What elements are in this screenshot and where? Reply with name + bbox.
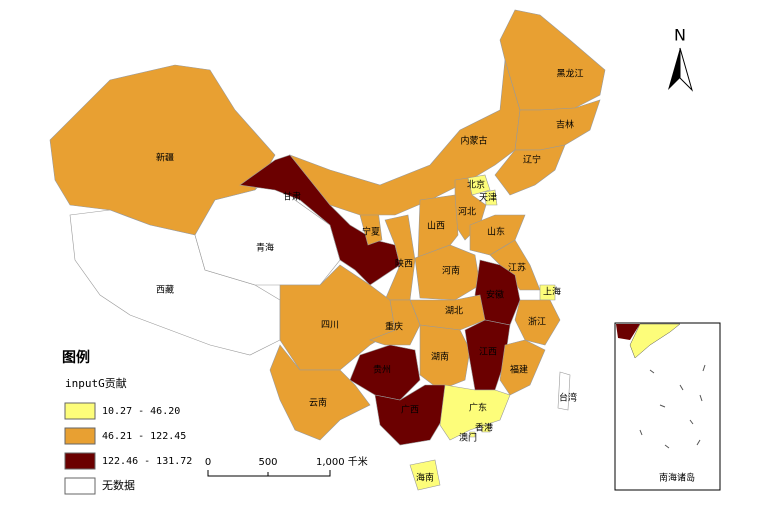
region <box>464 319 511 391</box>
region-label: 香港 <box>475 422 493 434</box>
scale-tick: 500 <box>258 457 277 468</box>
region-label: 江西 <box>479 347 497 358</box>
north-arrow <box>679 47 694 92</box>
region-label: 青海 <box>256 242 274 254</box>
legend: 10.27 - 46.20 46.21 - 122.45 122.46 - 131.… <box>64 402 192 495</box>
region <box>494 144 566 196</box>
region-label: 海南 <box>416 472 434 484</box>
region-label: 西藏 <box>156 284 174 296</box>
region-label: 云南 <box>309 397 327 409</box>
legend-swatch <box>64 402 96 420</box>
region-label: 台湾 <box>559 392 577 404</box>
inset-frame <box>614 322 721 491</box>
region-label: 澳门 <box>459 432 477 444</box>
region-label: 重庆 <box>385 321 403 333</box>
inset-land <box>616 324 640 340</box>
region-label: 广东 <box>469 402 487 414</box>
legend-swatch <box>64 477 96 495</box>
region-label: 河北 <box>458 206 476 218</box>
region <box>409 459 441 491</box>
region-label: 贵州 <box>373 364 391 376</box>
region-label: 吉林 <box>556 119 574 131</box>
region <box>481 424 491 433</box>
region-label: 天津 <box>479 193 497 204</box>
region <box>419 324 471 391</box>
legend-title: 图例 <box>62 349 90 366</box>
legend-label: 122.46 - 131.72 <box>102 456 192 467</box>
region-label: 甘肃 <box>283 191 301 203</box>
inset-title: 南海诸岛 <box>659 472 695 484</box>
region-label: 辽宁 <box>523 154 541 166</box>
scale-bar <box>207 470 331 477</box>
region-label: 江苏 <box>508 262 526 274</box>
region-label: 广西 <box>401 404 419 416</box>
scale-tick: 1,000 千米 <box>316 455 368 468</box>
region-label: 山东 <box>487 226 505 238</box>
region-label: 山西 <box>427 221 445 232</box>
legend-field: inputG贡献 <box>65 376 127 390</box>
region-label: 四川 <box>321 321 339 331</box>
region <box>514 299 561 346</box>
region-label: 内蒙古 <box>460 135 487 147</box>
inset-land <box>629 323 681 359</box>
region-label: 宁夏 <box>362 226 380 238</box>
scale-line <box>207 470 331 477</box>
region-label: 福建 <box>510 364 528 376</box>
legend-swatch <box>64 452 96 470</box>
region <box>484 189 498 206</box>
region <box>499 9 606 111</box>
region-label: 北京 <box>467 179 485 191</box>
region-label: 湖北 <box>445 306 463 317</box>
region <box>469 431 476 438</box>
legend-label: 10.27 - 46.20 <box>102 406 180 417</box>
region <box>499 339 546 396</box>
legend-label: 无数据 <box>102 478 135 492</box>
north-label: N <box>674 26 686 45</box>
region-label: 黑龙江 <box>556 68 583 80</box>
legend-label: 46.21 - 122.45 <box>102 431 186 442</box>
legend-swatch <box>64 427 96 445</box>
region-label: 安徽 <box>486 289 504 301</box>
region <box>439 384 511 441</box>
region-label: 陕西 <box>395 258 413 270</box>
region-label: 浙江 <box>528 316 546 328</box>
region-label: 河南 <box>442 265 460 277</box>
region <box>269 344 371 441</box>
north-arrow <box>668 48 680 90</box>
region <box>349 344 421 401</box>
region <box>369 299 421 346</box>
inset: 南海诸岛 <box>614 322 721 491</box>
region-label: 新疆 <box>156 152 174 164</box>
scale-tick: 0 <box>205 457 211 468</box>
region <box>557 371 571 411</box>
regions <box>49 9 606 491</box>
region <box>539 284 556 301</box>
region-label: 上海 <box>543 286 561 298</box>
inset-islands <box>639 364 706 449</box>
region-label: 湖南 <box>431 351 449 363</box>
